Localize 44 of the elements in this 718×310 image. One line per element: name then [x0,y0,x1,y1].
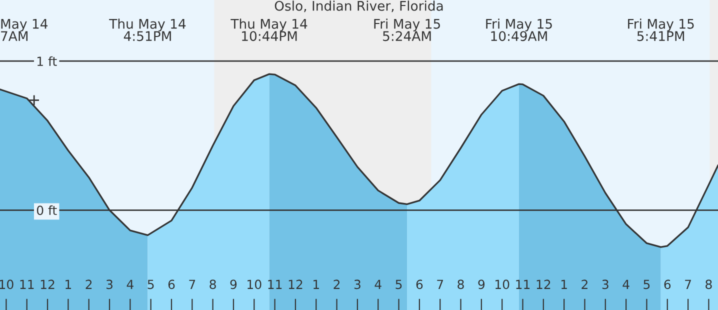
annotation: May 14 7AM [1,19,48,41]
x-tick-label: 5 [396,280,402,290]
annotation: Thu May 14 10:44PM [230,18,308,42]
x-tick-label: 8 [210,280,216,290]
x-tick-label: 5 [148,280,154,290]
x-tick-label: 1 [314,280,319,289]
x-tick-label: 11 [268,280,282,289]
x-tick-label: 7 [685,280,691,289]
x-tick-label: 7 [437,280,444,289]
x-tick-label: 10 [248,280,262,290]
x-tick-label: 9 [230,280,237,290]
x-tick-label: 11 [20,280,34,289]
x-tick-label: 12 [40,280,54,289]
x-tick-label: 2 [334,280,340,289]
x-tick-label: 8 [458,280,464,290]
x-tick-label: 3 [106,280,112,290]
annotation: Fri May 15 10:49AM [486,18,552,42]
x-tick-label: 4 [126,280,134,289]
x-tick-label: 2 [86,280,92,289]
x-tick-label: 8 [706,280,712,290]
y-tick-label: 1 ft [37,56,57,66]
x-tick-label: 11 [516,280,530,289]
x-tick-label: 1 [561,280,567,289]
y-tick-label: 0 ft [36,205,57,216]
x-tick-label: 6 [168,280,175,290]
x-tick-label: 6 [416,280,423,290]
x-tick-label: 1 [66,280,72,289]
annotation: Thu May 14 4:51PM [109,18,186,42]
x-tick-label: 3 [354,280,360,290]
x-tick-label: 10 [0,280,14,290]
chart-title: Oslo, Indian River, Florida [274,0,443,12]
x-tick-label: 9 [478,280,485,290]
x-tick-label: 12 [288,280,302,289]
x-tick-label: 10 [496,280,510,290]
x-tick-label: 3 [602,280,608,290]
x-tick-label: 6 [664,280,671,290]
annotation: Fri May 15 5:24AM [374,18,440,42]
x-tick-label: 7 [189,280,196,289]
annotation: Fri May 15 5:41PM [628,18,694,42]
x-tick-label: 4 [622,280,630,289]
x-tick-label: 12 [536,280,550,289]
x-tick-label: 2 [582,280,588,289]
x-tick-label: 5 [644,280,650,290]
x-tick-label: 4 [374,280,382,289]
